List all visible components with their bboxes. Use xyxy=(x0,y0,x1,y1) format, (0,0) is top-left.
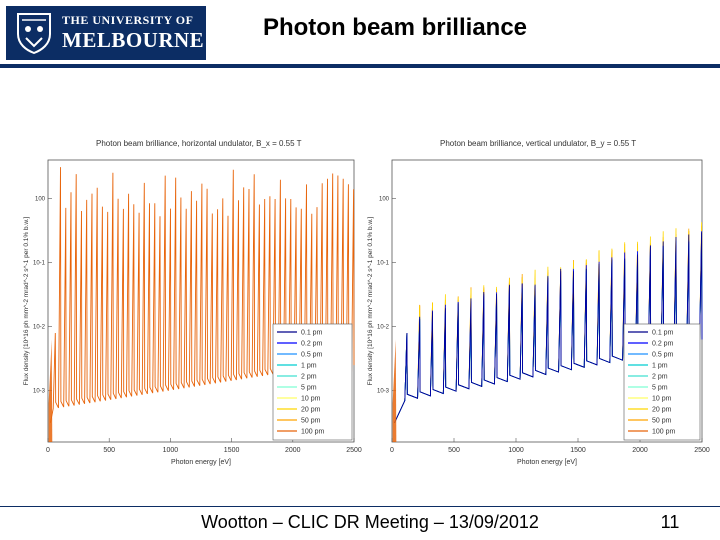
legend-label: 0.5 pm xyxy=(652,352,674,359)
university-logo: THE UNIVERSITY OF MELBOURNE xyxy=(6,6,206,60)
x-tick-label: 2500 xyxy=(694,447,710,454)
x-tick-label: 500 xyxy=(103,447,115,454)
x-axis-label: Photon energy [eV] xyxy=(517,459,577,466)
crest-icon xyxy=(17,13,51,54)
y-axis-label: Flux density [10^16 ph mm^-2 mrad^-2 s^-… xyxy=(367,216,374,385)
y-tick-label: 100 xyxy=(379,196,390,202)
x-tick-label: 2500 xyxy=(346,447,362,454)
legend-label: 0.1 pm xyxy=(652,330,674,337)
y-tick-label: 10-3 xyxy=(33,389,46,395)
legend-label: 20 pm xyxy=(301,407,321,414)
legend-label: 0.2 pm xyxy=(652,341,674,348)
legend-label: 10 pm xyxy=(652,396,672,403)
y-axis-label: Flux density [10^16 ph mm^-2 mrad^-2 s^-… xyxy=(23,216,30,385)
legend-label: 0.1 pm xyxy=(301,330,323,337)
legend-label: 50 pm xyxy=(652,418,672,425)
footer-text: Wootton – CLIC DR Meeting – 13/09/2012 xyxy=(201,512,539,532)
legend-label: 100 pm xyxy=(652,429,676,436)
chart-vertical-undulator: Photon beam brilliance, vertical undulat… xyxy=(362,130,714,470)
legend-label: 5 pm xyxy=(652,385,668,392)
legend-label: 5 pm xyxy=(301,385,317,392)
slide-header: THE UNIVERSITY OF MELBOURNE Photon beam … xyxy=(0,0,720,66)
x-tick-label: 0 xyxy=(390,447,394,454)
low-energy-band xyxy=(48,339,53,442)
header-divider xyxy=(0,64,720,68)
x-tick-label: 2000 xyxy=(285,447,301,454)
legend-label: 20 pm xyxy=(652,407,672,414)
legend-label: 100 pm xyxy=(301,429,325,436)
slide-title: Photon beam brilliance xyxy=(262,14,528,41)
legend-label: 2 pm xyxy=(301,374,317,381)
x-tick-label: 1000 xyxy=(163,447,179,454)
legend-label: 0.2 pm xyxy=(301,341,323,348)
legend-label: 0.5 pm xyxy=(301,352,323,359)
chart-title: Photon beam brilliance, horizontal undul… xyxy=(96,139,302,148)
x-tick-label: 1000 xyxy=(508,447,524,454)
logo-text-line2: MELBOURNE xyxy=(62,28,205,52)
x-tick-label: 500 xyxy=(448,447,460,454)
x-axis-label: Photon energy [eV] xyxy=(171,459,231,466)
legend-label: 50 pm xyxy=(301,418,321,425)
y-tick-label: 10-2 xyxy=(33,325,46,331)
x-tick-label: 0 xyxy=(46,447,50,454)
low-energy-band xyxy=(392,339,397,442)
y-tick-label: 10-2 xyxy=(377,325,390,331)
x-tick-label: 1500 xyxy=(570,447,586,454)
legend-label: 10 pm xyxy=(301,396,321,403)
y-tick-label: 10-1 xyxy=(33,261,46,267)
x-tick-label: 1500 xyxy=(224,447,240,454)
y-tick-label: 10-1 xyxy=(377,261,390,267)
page-number: 11 xyxy=(660,512,680,532)
legend-label: 1 pm xyxy=(652,363,668,370)
x-tick-label: 2000 xyxy=(632,447,648,454)
chart-title: Photon beam brilliance, vertical undulat… xyxy=(440,139,636,148)
legend-label: 2 pm xyxy=(652,374,668,381)
footer-divider xyxy=(0,506,720,507)
legend-label: 1 pm xyxy=(301,363,317,370)
chart-horizontal-undulator: Photon beam brilliance, horizontal undul… xyxy=(18,130,366,470)
y-tick-label: 10-3 xyxy=(377,389,390,395)
logo-text-line1: THE UNIVERSITY OF xyxy=(62,13,194,27)
y-tick-label: 100 xyxy=(35,196,46,202)
